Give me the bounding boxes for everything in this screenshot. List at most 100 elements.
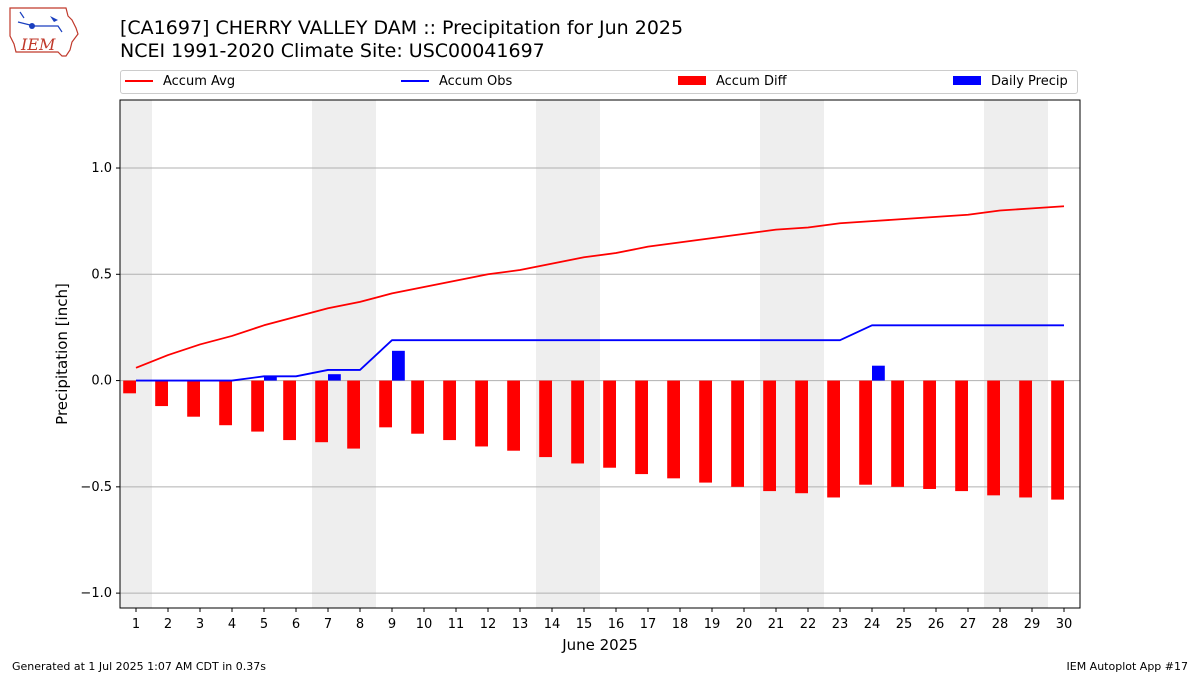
accum-diff-bar: [795, 380, 808, 494]
x-tick-label: 30: [1056, 617, 1073, 632]
x-tick-label: 11: [448, 617, 465, 632]
legend-item-daily-precip: Daily Precip: [953, 74, 1068, 89]
legend-item-accum-avg: Accum Avg: [125, 74, 235, 89]
x-tick-label: 26: [928, 617, 945, 632]
legend-label-accum-diff: Accum Diff: [716, 74, 787, 89]
weekend-shade: [1016, 100, 1048, 608]
accum-diff-bar: [667, 380, 680, 479]
x-tick-label: 24: [864, 617, 881, 632]
legend-swatch-accum-avg: [125, 79, 153, 82]
accum-diff-bar: [507, 380, 520, 451]
accum-diff-bar: [635, 380, 648, 475]
accum-diff-bar: [827, 380, 840, 498]
accum-diff-bar: [475, 380, 488, 447]
accum-diff-bar: [891, 380, 904, 487]
x-tick-label: 28: [992, 617, 1009, 632]
x-tick-label: 19: [704, 617, 721, 632]
x-tick-label: 21: [768, 617, 785, 632]
legend-swatch-accum-obs: [401, 79, 429, 82]
logo-text: IEM: [20, 35, 56, 54]
x-tick-label: 18: [672, 617, 689, 632]
x-tick-label: 22: [800, 617, 817, 632]
x-tick-label: 12: [480, 617, 497, 632]
x-tick-label: 1: [132, 617, 140, 632]
accum-diff-bar: [603, 380, 616, 468]
legend-label-accum-obs: Accum Obs: [439, 74, 513, 89]
generated-footer: Generated at 1 Jul 2025 1:07 AM CDT in 0…: [12, 660, 266, 673]
weekend-shade: [344, 100, 376, 608]
x-tick-label: 15: [576, 617, 593, 632]
weekend-shade: [120, 100, 152, 608]
x-tick-label: 27: [960, 617, 977, 632]
autoplot-footer: IEM Autoplot App #17: [1066, 660, 1189, 673]
x-tick-label: 5: [260, 617, 268, 632]
x-tick-label: 9: [388, 617, 396, 632]
weekend-shade: [760, 100, 792, 608]
accum-diff-bar: [923, 380, 936, 489]
legend-item-accum-obs: Accum Obs: [401, 74, 512, 89]
accum-diff-bar: [539, 380, 552, 458]
x-axis-label: June 2025: [561, 636, 638, 654]
accum-diff-bar: [1051, 380, 1064, 500]
x-tick-label: 23: [832, 617, 849, 632]
x-tick-label: 10: [416, 617, 433, 632]
y-tick-label: 0.0: [91, 374, 112, 389]
x-tick-label: 20: [736, 617, 753, 632]
x-tick-label: 8: [356, 617, 364, 632]
weekend-shade: [984, 100, 1016, 608]
x-tick-label: 4: [228, 617, 236, 632]
accum-diff-bar: [379, 380, 392, 428]
accum-avg-line: [135, 205, 1065, 369]
y-tick-label: −1.0: [80, 586, 112, 601]
x-tick-label: 3: [196, 617, 204, 632]
accum-diff-bar: [219, 380, 232, 426]
accum-diff-bar: [699, 380, 712, 483]
x-tick-label: 17: [640, 617, 657, 632]
x-tick-label: 14: [544, 617, 561, 632]
accum-diff-bar: [187, 380, 200, 417]
y-axis-label: Precipitation [inch]: [53, 283, 71, 425]
x-tick-label: 7: [324, 617, 332, 632]
daily-precip-bar: [264, 376, 277, 381]
chart-title: [CA1697] CHERRY VALLEY DAM :: Precipitat…: [120, 17, 684, 39]
legend-swatch-daily-precip: [953, 76, 981, 85]
x-tick-label: 13: [512, 617, 529, 632]
legend-item-accum-diff: Accum Diff: [678, 74, 787, 89]
daily-precip-bar: [328, 374, 341, 381]
iem-logo: IEM: [6, 4, 82, 64]
accum-diff-bar: [411, 380, 424, 434]
chart-subtitle: NCEI 1991-2020 Climate Site: USC00041697: [120, 40, 545, 62]
accum-diff-bar: [859, 380, 872, 485]
accum-diff-bar: [1019, 380, 1032, 498]
y-tick-label: −0.5: [80, 480, 112, 495]
y-tick-label: 1.0: [91, 161, 112, 176]
accum-diff-bar: [571, 380, 584, 464]
daily-precip-bar: [872, 365, 885, 381]
daily-precip-bar: [392, 350, 405, 381]
y-tick-label: 0.5: [91, 267, 112, 282]
plot-frame: [119, 99, 1081, 609]
accum-diff-bar: [283, 380, 296, 441]
accum-diff-bar: [315, 380, 328, 443]
x-tick-label: 29: [1024, 617, 1041, 632]
weekend-shade: [792, 100, 824, 608]
x-tick-label: 16: [608, 617, 625, 632]
accum-diff-bar: [763, 380, 776, 492]
legend-label-accum-avg: Accum Avg: [163, 74, 236, 89]
accum-diff-bar: [731, 380, 744, 487]
accum-diff-bar: [955, 380, 968, 492]
weekend-shade: [312, 100, 344, 608]
x-tick-label: 2: [164, 617, 172, 632]
weekend-shade: [536, 100, 568, 608]
accum-diff-bar: [347, 380, 360, 449]
accum-diff-bar: [251, 380, 264, 432]
x-tick-label: 25: [896, 617, 913, 632]
accum-diff-bar: [443, 380, 456, 441]
chart-legend: Accum Avg Accum Obs Accum Diff Daily Pre…: [120, 70, 1078, 94]
legend-swatch-accum-diff: [678, 76, 706, 85]
accum-diff-bar: [155, 380, 168, 407]
accum-diff-bar: [123, 380, 136, 394]
legend-label-daily-precip: Daily Precip: [991, 74, 1068, 89]
x-tick-label: 6: [292, 617, 300, 632]
